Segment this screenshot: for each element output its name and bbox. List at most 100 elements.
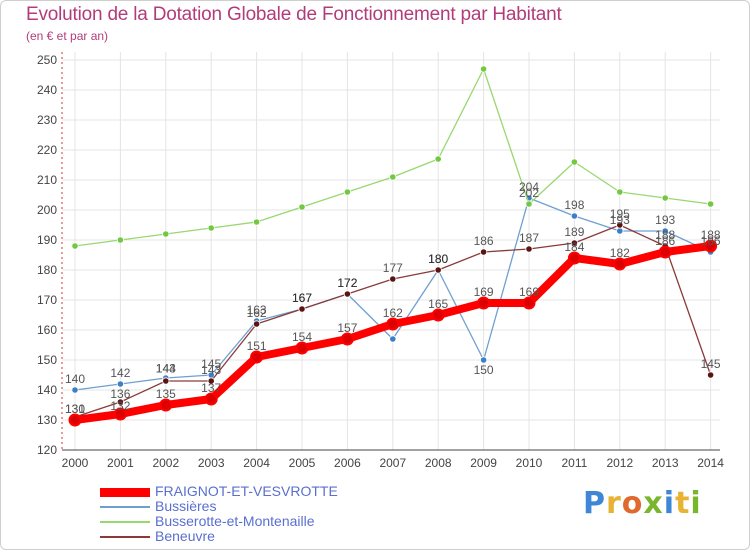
y-tick-label: 210 (37, 173, 57, 187)
data-point (298, 305, 306, 313)
data-point (616, 188, 624, 196)
chart-title: Evolution de la Dotation Globale de Fonc… (26, 4, 562, 25)
data-point (706, 200, 715, 208)
data-point (479, 248, 488, 256)
data-point (159, 398, 173, 412)
data-label: 172 (337, 276, 357, 290)
chart-subtitle: (en € et par an) (26, 29, 109, 43)
data-label: 145 (701, 357, 721, 371)
data-label: 186 (474, 234, 494, 248)
data-label: 150 (474, 363, 494, 377)
data-label: 130 (65, 402, 85, 416)
x-tick-label: 2003 (198, 456, 225, 470)
data-point (706, 371, 715, 379)
data-point (522, 296, 536, 310)
data-point (477, 296, 491, 310)
data-point (340, 332, 354, 346)
x-tick-label: 2007 (379, 456, 406, 470)
y-tick-label: 230 (37, 113, 57, 127)
data-label: 162 (247, 306, 267, 320)
data-label: 143 (201, 363, 221, 377)
data-point (434, 155, 442, 163)
data-point (616, 227, 624, 235)
data-point (434, 266, 442, 274)
y-tick-label: 150 (37, 353, 57, 367)
data-point (68, 413, 82, 427)
x-tick-label: 2008 (425, 456, 452, 470)
data-label: 202 (519, 186, 539, 200)
x-tick-label: 2005 (289, 456, 316, 470)
data-point (71, 386, 79, 394)
data-point (389, 275, 397, 283)
data-point (567, 251, 581, 265)
y-tick-label: 200 (37, 203, 57, 217)
data-point (295, 341, 309, 355)
data-point (162, 377, 170, 385)
data-point (207, 224, 215, 232)
x-tick-label: 2014 (697, 456, 724, 470)
data-point (570, 212, 579, 220)
data-point (431, 308, 445, 322)
legend-label: FRAIGNOT-ET-VESVROTTE (155, 483, 338, 499)
data-point (386, 317, 400, 331)
brand-letter: x (643, 486, 664, 521)
data-point (116, 236, 125, 244)
data-label: 145 (201, 357, 221, 371)
data-point (253, 320, 261, 328)
y-tick-label: 170 (37, 293, 57, 307)
data-point (479, 65, 488, 73)
data-label: 169 (519, 285, 539, 299)
brand-letter: o (621, 486, 644, 521)
data-label: 186 (655, 234, 675, 248)
x-tick-label: 2009 (470, 456, 497, 470)
y-tick-label: 180 (37, 263, 57, 277)
data-point (389, 335, 397, 343)
data-label: 144 (156, 362, 176, 376)
data-label: 132 (110, 399, 130, 413)
data-label: 169 (474, 285, 494, 299)
data-point (389, 173, 397, 181)
data-label: 142 (110, 366, 130, 380)
data-label: 184 (564, 240, 584, 254)
data-point (661, 227, 669, 235)
data-point (162, 230, 170, 238)
data-label: 162 (383, 306, 403, 320)
data-label: 195 (610, 207, 630, 221)
data-point (71, 242, 79, 250)
data-point (525, 245, 533, 253)
legend-label: Busserotte-et-Montenaille (155, 513, 315, 529)
x-tick-label: 2013 (652, 456, 679, 470)
data-point (479, 356, 488, 364)
data-label: 151 (247, 339, 267, 353)
x-tick-label: 2011 (561, 456, 587, 470)
data-label: 189 (564, 225, 584, 239)
data-label: 137 (201, 381, 221, 395)
legend-swatch (100, 536, 150, 538)
brand-letter: i (663, 486, 676, 521)
data-label: 136 (110, 387, 130, 401)
brand-letter: t (675, 486, 691, 521)
data-point (207, 377, 215, 385)
data-label: 193 (610, 213, 630, 227)
data-label: 182 (610, 246, 630, 260)
plot-area (62, 52, 720, 450)
proxiti-logo: Proxiti (583, 486, 702, 521)
data-label: 135 (156, 387, 176, 401)
legend-label: Beneuvre (155, 528, 215, 544)
y-tick-label: 190 (37, 233, 57, 247)
data-point (616, 221, 624, 229)
x-tick-label: 2004 (243, 456, 270, 470)
data-point (570, 158, 579, 166)
data-label: 188 (655, 228, 675, 242)
data-point (116, 380, 125, 388)
data-point (661, 194, 669, 202)
x-tick-label: 2012 (606, 456, 633, 470)
data-point (298, 203, 306, 211)
data-point (658, 245, 672, 259)
brand-letter: P (583, 486, 606, 521)
data-label: 204 (519, 180, 539, 194)
data-label: 180 (428, 252, 448, 266)
data-point (204, 392, 218, 406)
legend-label: Bussières (155, 498, 217, 514)
data-label: 154 (292, 330, 312, 344)
